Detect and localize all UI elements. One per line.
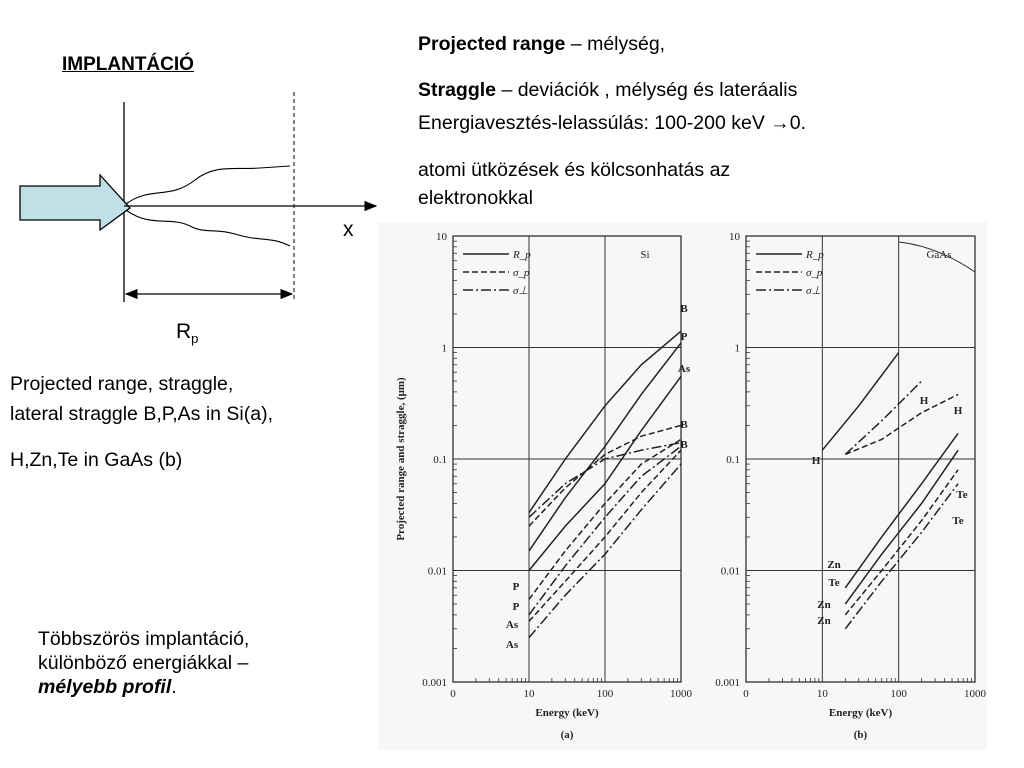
series-annotation: Te <box>956 489 967 501</box>
energy-loss-line: Energiavesztés-lelassúlás: 100-200 keV →… <box>418 112 807 134</box>
series-annotation: As <box>506 639 519 651</box>
x-tick-label: 100 <box>890 688 907 700</box>
x-tick-label: 100 <box>597 688 614 700</box>
y-tick-label: 10 <box>729 231 741 243</box>
series-line-B-σp <box>528 424 682 527</box>
panel-label: (b) <box>854 729 868 741</box>
series-line-H-σ⊥ <box>844 380 923 455</box>
x-axis-title: Energy (keV) <box>829 707 893 719</box>
series-annotation: P <box>513 601 520 613</box>
legend-label-2: σ_p <box>513 267 530 279</box>
series-line-As-σp <box>528 449 682 622</box>
series-annotation: Zn <box>817 599 830 611</box>
collision-line-1: atomi ütközések és kölcsonhatás az <box>418 159 731 181</box>
y-tick-label: 0.1 <box>433 454 447 466</box>
series-line-P-σ⊥ <box>528 445 682 616</box>
series-line-B-Rp <box>528 330 682 514</box>
collision-line-2: elektronokkal <box>418 187 533 209</box>
series-line-P-Rp <box>528 342 682 552</box>
series-line-P-σp <box>528 438 682 600</box>
series-annotation: P <box>513 581 520 593</box>
caption-line-1: Projected range, straggle, <box>10 373 234 395</box>
x-tick-label: 1000 <box>670 688 693 700</box>
y-tick-label: 10 <box>436 231 448 243</box>
series-annotation: B <box>680 439 688 451</box>
profile-lower-edge <box>125 209 291 247</box>
y-tick-label: 1 <box>735 343 741 355</box>
rp-label: Rp <box>176 320 199 347</box>
material-label: GaAs <box>926 249 951 261</box>
series-line-Te-Rp <box>844 449 959 605</box>
legend-label-1: R_p <box>512 249 531 261</box>
x-axis-label: x <box>343 218 354 241</box>
x-axis-title: Energy (keV) <box>535 707 599 719</box>
multi-note-period: . <box>171 676 177 698</box>
ion-beam-arrow-icon <box>19 173 131 232</box>
multi-note-line-1: Többszörös implantáció, <box>38 628 250 650</box>
x-tick-label: 0 <box>450 688 456 700</box>
implantation-diagram <box>19 92 378 302</box>
legend-label-3: σ⊥ <box>513 285 528 297</box>
projected-range-line: Projected range – mélység, <box>418 33 666 55</box>
series-line-H-σp <box>845 393 959 456</box>
multi-note-emphasis: mélyebb profil <box>38 676 172 698</box>
y-tick-label: 0.01 <box>428 566 447 578</box>
legend-label-2: σ_p <box>806 267 823 279</box>
series-annotation: B <box>680 303 688 315</box>
y-tick-label: 0.001 <box>715 677 740 689</box>
series-annotation: Te <box>952 515 963 527</box>
slide-title: IMPLANTÁCIÓ <box>62 54 194 75</box>
chart-scan-area <box>378 222 987 750</box>
multi-implant-note: Többszörös implantáció, különböző energi… <box>38 627 249 699</box>
caption-line-3: H,Zn,Te in GaAs (b) <box>10 449 183 471</box>
series-annotation: H <box>954 405 963 417</box>
y-tick-label: 1 <box>442 343 448 355</box>
x-tick-label: 1000 <box>964 688 987 700</box>
legend-label-3: σ⊥ <box>806 285 821 297</box>
series-annotation: B <box>680 419 688 431</box>
series-annotation: Zn <box>817 615 830 627</box>
y-tick-label: 0.1 <box>726 454 740 466</box>
caption-line-2: lateral straggle B,P,As in Si(a), <box>10 403 274 425</box>
x-tick-label: 10 <box>817 688 829 700</box>
material-label: Si <box>640 249 649 261</box>
multi-note-line-2: különböző energiákkal – <box>38 652 249 674</box>
profile-upper-edge <box>125 165 291 205</box>
series-line-Zn-Rp <box>844 432 959 589</box>
legend-label-1: R_p <box>805 249 824 261</box>
series-annotation: As <box>506 619 519 631</box>
series-line-H-Rp <box>821 352 900 451</box>
series-annotation: Te <box>828 577 839 589</box>
y-tick-label: 0.001 <box>422 677 447 689</box>
panel-label: (a) <box>561 729 574 741</box>
x-tick-label: 0 <box>743 688 749 700</box>
y-axis-title: Projected range and straggle, (μm) <box>395 377 407 541</box>
series-annotation: H <box>920 395 929 407</box>
y-tick-label: 0.01 <box>721 566 740 578</box>
x-tick-label: 10 <box>524 688 536 700</box>
gaas-boundary-curve <box>898 241 976 273</box>
series-annotation: P <box>681 331 688 343</box>
series-annotation: As <box>678 363 691 375</box>
series-annotation: Zn <box>827 559 840 571</box>
straggle-line: Straggle – deviációk , mélység és laterá… <box>418 79 798 101</box>
series-line-Zn-σ⊥ <box>844 483 959 630</box>
series-annotation: H <box>812 455 821 467</box>
series-line-Zn-σp <box>844 469 959 616</box>
series-line-B-σ⊥ <box>528 441 682 518</box>
series-line-As-σ⊥ <box>528 463 682 639</box>
series-line-As-Rp <box>528 375 682 571</box>
